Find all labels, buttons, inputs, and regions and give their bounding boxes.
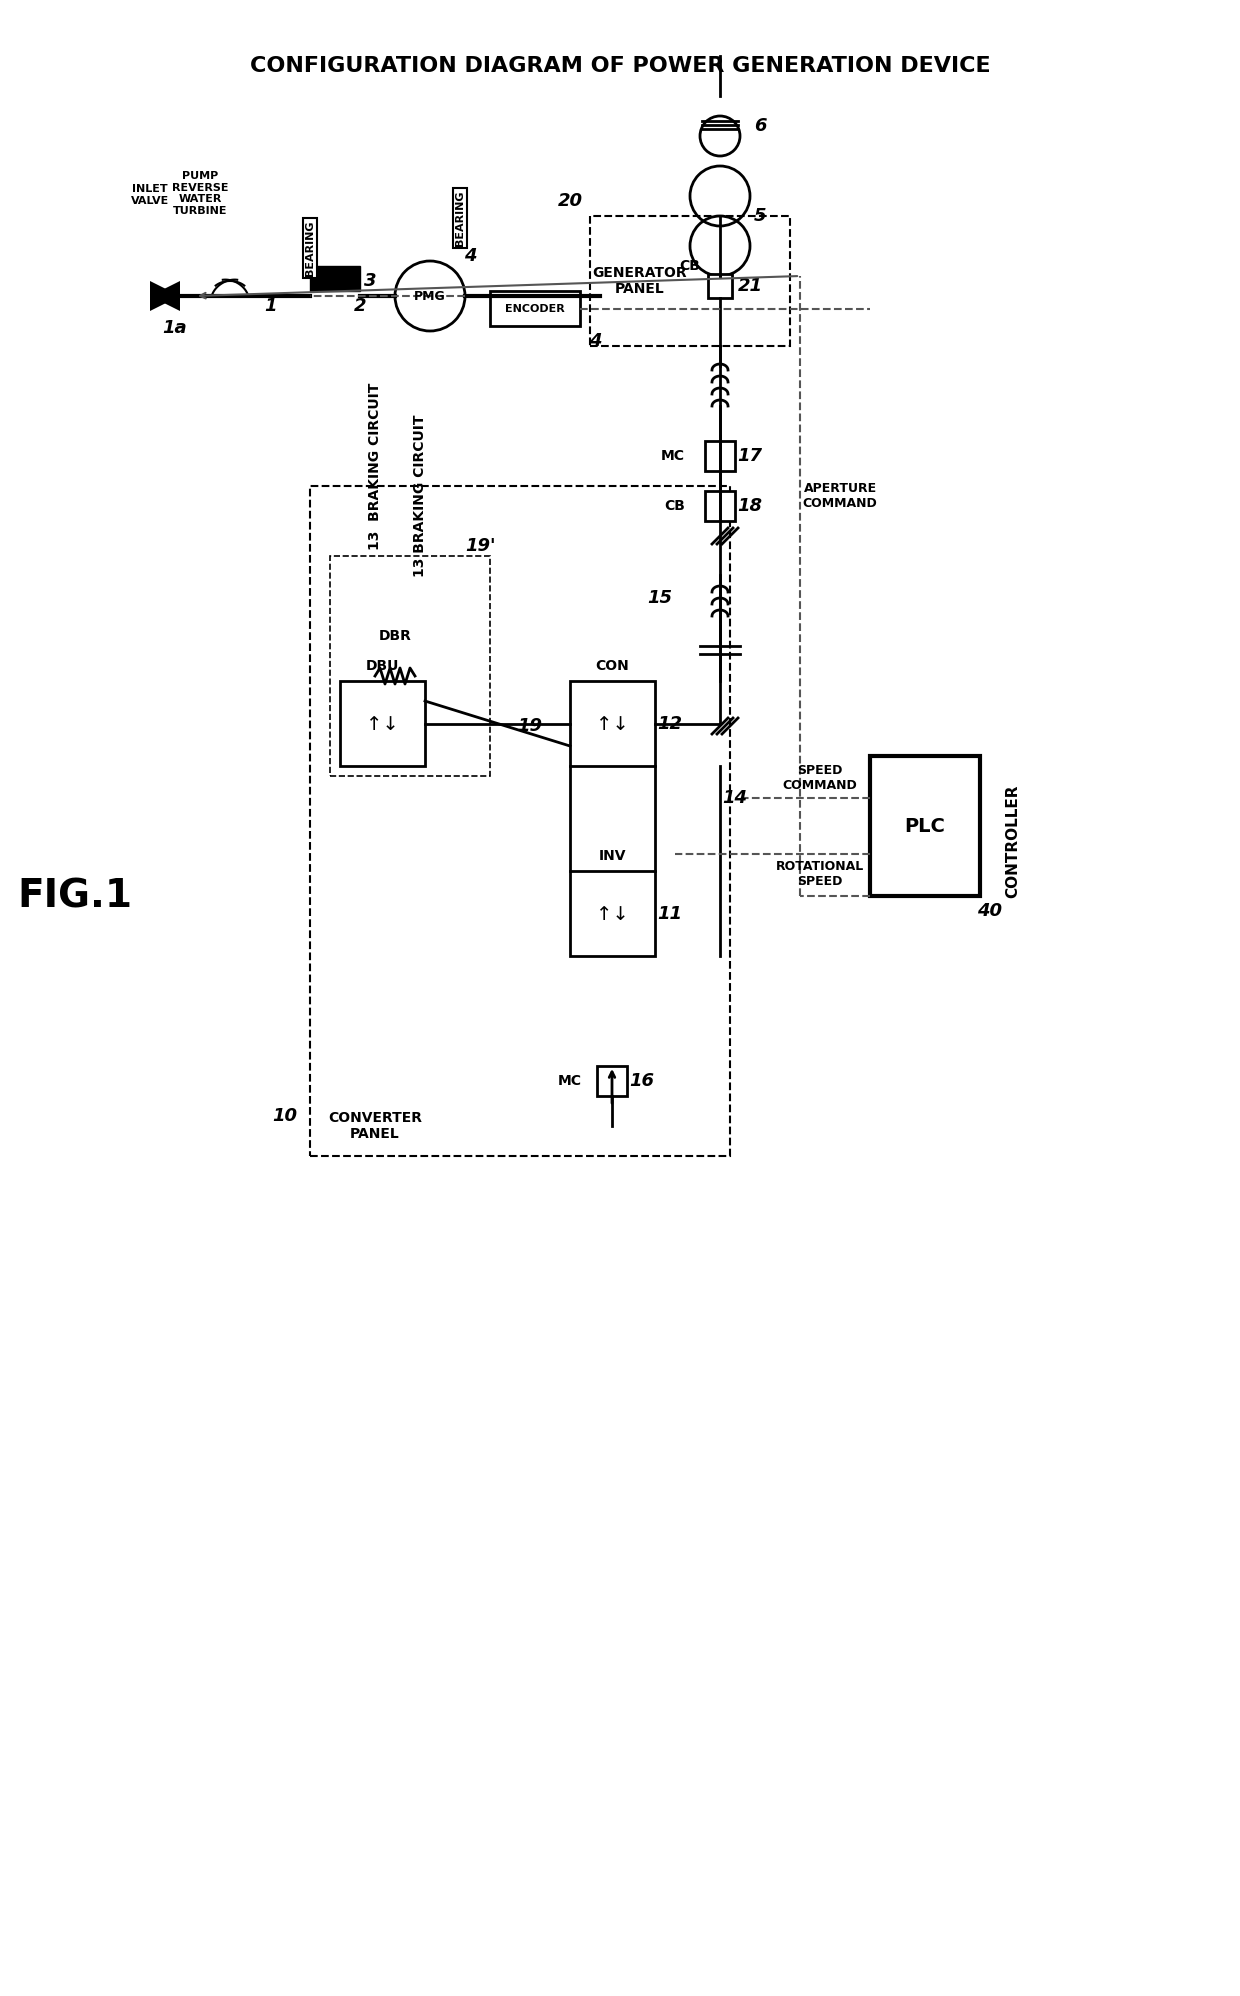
Text: BEARING: BEARING xyxy=(305,220,315,275)
Text: 13 BRAKING CIRCUIT: 13 BRAKING CIRCUIT xyxy=(413,415,427,577)
Text: 4: 4 xyxy=(464,248,476,265)
Text: 4: 4 xyxy=(589,331,601,349)
Text: ENCODER: ENCODER xyxy=(505,303,565,313)
Text: DBR: DBR xyxy=(378,629,412,643)
Text: MC: MC xyxy=(558,1074,582,1088)
Text: INV: INV xyxy=(598,848,626,862)
Text: DBU: DBU xyxy=(366,659,399,673)
Bar xyxy=(570,870,655,956)
Text: 1: 1 xyxy=(264,297,277,315)
Text: CON: CON xyxy=(595,659,629,673)
Text: 21: 21 xyxy=(738,277,763,295)
Text: 5: 5 xyxy=(754,208,766,226)
Text: 11: 11 xyxy=(657,904,682,922)
Bar xyxy=(310,485,730,1156)
Text: 20: 20 xyxy=(558,192,583,210)
Text: ↑↓: ↑↓ xyxy=(366,715,398,733)
Text: 40: 40 xyxy=(977,902,1002,920)
Polygon shape xyxy=(150,281,180,311)
Text: 10: 10 xyxy=(273,1108,298,1126)
Text: PMG: PMG xyxy=(414,289,446,303)
Text: 19': 19' xyxy=(465,537,495,555)
Text: CB: CB xyxy=(665,499,684,513)
Text: CB: CB xyxy=(680,259,701,273)
Bar xyxy=(706,441,735,471)
Text: PLC: PLC xyxy=(904,816,945,836)
Text: 13  BRAKING CIRCUIT: 13 BRAKING CIRCUIT xyxy=(368,383,382,549)
Text: CONFIGURATION DIAGRAM OF POWER GENERATION DEVICE: CONFIGURATION DIAGRAM OF POWER GENERATIO… xyxy=(249,56,991,76)
Bar xyxy=(596,1066,627,1096)
Text: PUMP
REVERSE
WATER
TURBINE: PUMP REVERSE WATER TURBINE xyxy=(172,172,228,216)
Polygon shape xyxy=(150,281,180,311)
Text: 15: 15 xyxy=(647,589,672,607)
Bar xyxy=(708,273,732,297)
Bar xyxy=(490,291,580,325)
Circle shape xyxy=(396,261,465,331)
Text: 17: 17 xyxy=(738,447,763,465)
Text: ↑↓: ↑↓ xyxy=(595,715,629,733)
Text: CONVERTER
PANEL: CONVERTER PANEL xyxy=(329,1112,422,1142)
Text: INLET
VALVE: INLET VALVE xyxy=(131,184,169,206)
Text: 16: 16 xyxy=(630,1072,655,1090)
Text: 18: 18 xyxy=(738,497,763,515)
Text: SPEED
COMMAND: SPEED COMMAND xyxy=(782,764,857,792)
Text: 3: 3 xyxy=(363,271,376,289)
Polygon shape xyxy=(310,265,360,291)
Bar xyxy=(870,756,980,896)
Text: ↑↓: ↑↓ xyxy=(595,904,629,924)
Text: 19: 19 xyxy=(517,717,543,735)
Text: 2: 2 xyxy=(353,297,366,315)
Text: CONTROLLER: CONTROLLER xyxy=(1004,784,1021,898)
Bar xyxy=(340,681,425,766)
Text: MC: MC xyxy=(661,449,684,463)
Text: FIG.1: FIG.1 xyxy=(17,876,133,914)
Text: GENERATOR
PANEL: GENERATOR PANEL xyxy=(593,265,687,295)
Text: 1a: 1a xyxy=(162,319,187,337)
Bar xyxy=(706,491,735,521)
Bar xyxy=(330,557,490,776)
Text: 14: 14 xyxy=(723,788,748,806)
Bar xyxy=(570,681,655,766)
Text: 12: 12 xyxy=(657,715,682,733)
Bar xyxy=(590,216,790,345)
Text: ROTATIONAL
SPEED: ROTATIONAL SPEED xyxy=(776,860,864,888)
Text: BEARING: BEARING xyxy=(455,190,465,246)
Text: 6: 6 xyxy=(754,118,766,136)
Text: APERTURE
COMMAND: APERTURE COMMAND xyxy=(802,481,878,511)
